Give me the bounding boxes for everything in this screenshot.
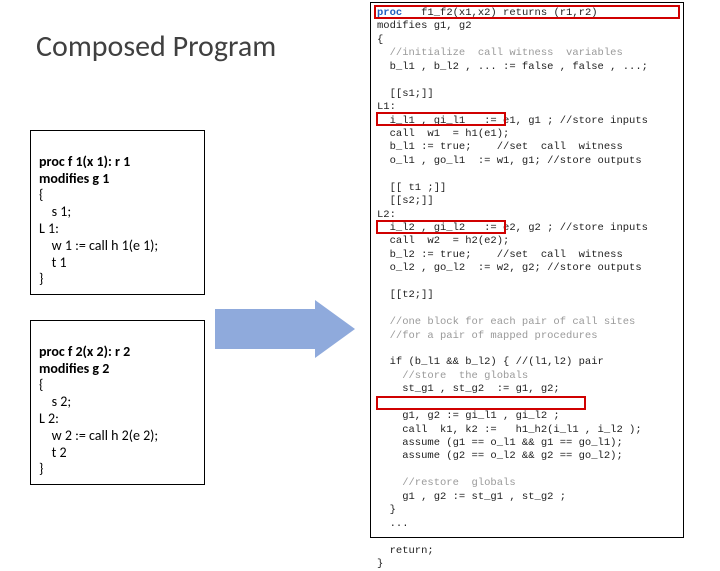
r-14: [[s2;]]	[377, 195, 434, 207]
r-16: i_l2 , gi_l2 := e2, g2 ; //store inputs	[377, 222, 648, 234]
f2-s2: s 2;	[39, 393, 71, 410]
r-33: assume (g2 == o_l2 && g2 == go_l2);	[377, 450, 623, 462]
r-13: [[ t1 ;]]	[377, 182, 446, 194]
f2-t2: t 2	[39, 444, 67, 461]
r-32: assume (g1 == o_l1 && g1 == go_l1);	[377, 437, 623, 449]
f1-call: w 1 := call h 1(e 1);	[39, 237, 158, 254]
r-open: {	[377, 34, 383, 46]
f2-sig: proc f 2(x 2): r 2	[39, 343, 130, 360]
f2-label: L 2:	[39, 410, 59, 427]
r-36: g1 , g2 := st_g1 , st_g2 ;	[377, 491, 566, 503]
proc-f1-code: proc f 1(x 1): r 1 modifies g 1 { s 1; L…	[30, 130, 205, 295]
r-mod: modifies g1, g2	[377, 20, 472, 32]
r-24: //for a pair of mapped procedures	[377, 330, 598, 342]
r-17: call w2 = h2(e2);	[377, 235, 509, 247]
r-23: //one block for each pair of call sites	[377, 316, 635, 328]
f1-close: }	[39, 270, 43, 287]
r-37: }	[377, 504, 396, 516]
proc-f2-code: proc f 2(x 2): r 2 modifies g 2 { s 2; L…	[30, 320, 205, 485]
f2-open: {	[39, 376, 43, 393]
page-title: Composed Program	[36, 28, 276, 65]
r-04: b_l1 , b_l2 , ... := false , false , ...…	[377, 61, 648, 73]
r-proc-kw: proc	[377, 7, 402, 19]
r-09: call w1 = h1(e1);	[377, 128, 509, 140]
composed-code-panel: proc f1_f2(x1,x2) returns (r1,r2) modifi…	[370, 2, 684, 538]
r-18: b_l2 := true; //set call witness	[377, 249, 623, 261]
r-35: //restore globals	[377, 477, 516, 489]
r-11: o_l1 , go_l1 := w1, g1; //store outputs	[377, 155, 642, 167]
r-27: //store the globals	[377, 370, 528, 382]
r-38: ...	[377, 518, 409, 530]
f1-mod: modifies g 1	[39, 170, 109, 187]
f1-sig: proc f 1(x 1): r 1	[39, 153, 130, 170]
r-07: L1:	[377, 101, 396, 113]
r-sig: f1_f2(x1,x2) returns (r1,r2)	[402, 7, 597, 19]
r-19: o_l2 , go_l2 := w2, g2; //store outputs	[377, 262, 642, 274]
r-10: b_l1 := true; //set call witness	[377, 141, 623, 153]
compose-arrow	[215, 300, 360, 358]
r-06: [[s1;]]	[377, 88, 434, 100]
r-28: st_g1 , st_g2 := g1, g2;	[377, 383, 560, 395]
r-08: i_l1 , gi_l1 := e1, g1 ; //store inputs	[377, 115, 648, 127]
r-41: }	[377, 558, 383, 570]
r-21: [[t2;]]	[377, 289, 434, 301]
f2-close: }	[39, 460, 43, 477]
r-30: g1, g2 := gi_l1 , gi_l2 ;	[377, 410, 560, 422]
r-31: call k1, k2 := h1_h2(i_l1 , i_l2 );	[377, 424, 642, 436]
r-c1: //initialize call witness variables	[377, 47, 623, 59]
r-26: if (b_l1 && b_l2) { //(l1,l2) pair	[377, 356, 604, 368]
f1-s1: s 1;	[39, 203, 71, 220]
f2-mod: modifies g 2	[39, 360, 109, 377]
f2-call: w 2 := call h 2(e 2);	[39, 427, 158, 444]
r-40: return;	[377, 545, 434, 557]
r-15: L2:	[377, 209, 396, 221]
f1-t1: t 1	[39, 254, 67, 271]
f1-label: L 1:	[39, 220, 59, 237]
f1-open: {	[39, 186, 43, 203]
